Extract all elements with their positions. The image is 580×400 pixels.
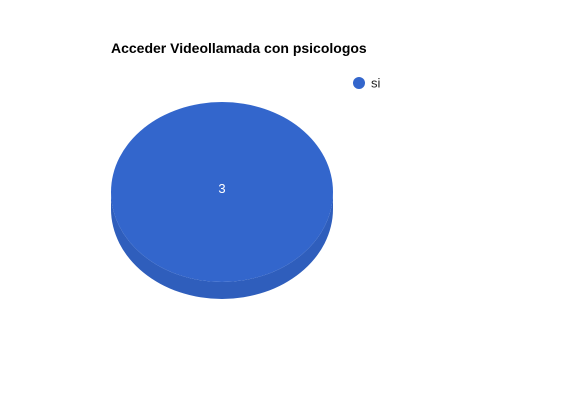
data-label-si: 3	[218, 181, 225, 196]
legend-swatch-si	[353, 77, 365, 89]
pie-group: 3	[111, 102, 333, 299]
legend-label-si: si	[371, 76, 381, 91]
chart-title: Acceder Videollamada con psicologos	[111, 40, 367, 56]
pie-slice-si	[111, 102, 333, 282]
pie-slice-si-side	[111, 192, 333, 299]
legend: si	[353, 76, 381, 91]
